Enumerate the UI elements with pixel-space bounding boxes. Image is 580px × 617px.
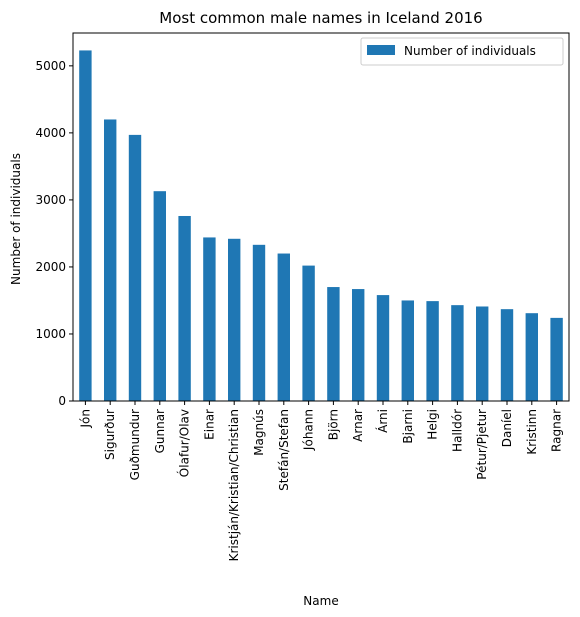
legend-box bbox=[360, 37, 564, 66]
bar-17 bbox=[500, 309, 514, 401]
bar-18 bbox=[525, 313, 538, 401]
bars-group bbox=[79, 50, 563, 402]
x-tick-label-19: Ragnar bbox=[550, 409, 564, 452]
legend-label: Number of individuals bbox=[404, 44, 536, 58]
x-axis-label: Name bbox=[303, 594, 338, 608]
plot-frame bbox=[72, 32, 570, 402]
y-tick-label-1: 1000 bbox=[35, 327, 66, 341]
bar-19 bbox=[550, 317, 563, 401]
x-tick-label-10: Björn bbox=[326, 409, 340, 440]
x-tick-label-2: Guðmundur bbox=[128, 409, 142, 480]
x-tick-label-17: Daníel bbox=[500, 409, 514, 447]
x-axis-ticks: Jón Sigurður Guðmundur Gunnar Ólafur/Olav Ein… bbox=[78, 401, 564, 561]
bar-4 bbox=[178, 215, 191, 401]
y-tick-label-0: 0 bbox=[58, 394, 66, 408]
bar-6 bbox=[228, 238, 241, 401]
x-tick-label-8: Stefán/Stefan bbox=[277, 409, 291, 491]
bar-7 bbox=[252, 244, 266, 401]
y-tick-label-2: 2000 bbox=[35, 260, 66, 274]
x-tick-label-3: Gunnar bbox=[153, 409, 167, 453]
chart-title: Most common male names in Iceland 2016 bbox=[159, 9, 482, 27]
x-tick-label-18: Kristinn bbox=[525, 409, 539, 455]
x-tick-label-11: Arnar bbox=[351, 409, 365, 442]
y-tick-label-5: 5000 bbox=[35, 59, 66, 73]
x-tick-label-9: Jóhann bbox=[302, 409, 316, 451]
x-tick-label-5: Einar bbox=[202, 409, 216, 440]
x-tick-label-7: Magnús bbox=[252, 409, 266, 456]
bar-15 bbox=[451, 305, 464, 401]
x-tick-label-13: Bjarni bbox=[401, 409, 415, 444]
bar-5 bbox=[203, 237, 216, 401]
x-tick-label-16: Pétur/Pjetur bbox=[475, 409, 489, 480]
x-tick-label-0: Jón bbox=[78, 409, 92, 429]
y-axis-label: Number of individuals bbox=[9, 153, 23, 285]
bar-2 bbox=[128, 134, 142, 401]
bar-3 bbox=[153, 191, 166, 401]
legend: Number of individuals bbox=[360, 37, 564, 66]
y-tick-label-3: 3000 bbox=[35, 193, 66, 207]
bar-13 bbox=[401, 300, 414, 401]
x-tick-label-12: Árni bbox=[375, 409, 390, 433]
x-tick-label-4: Ólafur/Olav bbox=[177, 409, 192, 477]
y-axis-ticks: 0 1000 2000 3000 4000 5000 bbox=[35, 59, 73, 408]
x-tick-label-6: Kristján/Kristian/Christian bbox=[227, 409, 241, 561]
x-tick-label-14: Helgi bbox=[426, 409, 440, 440]
bar-1 bbox=[104, 119, 117, 401]
legend-swatch bbox=[367, 45, 395, 55]
bar-14 bbox=[426, 301, 439, 401]
x-tick-label-1: Sigurður bbox=[103, 409, 117, 460]
bar-0 bbox=[79, 50, 92, 402]
bar-9 bbox=[302, 265, 315, 401]
x-tick-label-15: Halldór bbox=[450, 409, 464, 452]
bar-11 bbox=[352, 289, 365, 401]
bar-12 bbox=[376, 295, 390, 401]
bar-10 bbox=[327, 287, 340, 401]
bar-16 bbox=[476, 306, 489, 401]
bar-8 bbox=[277, 253, 290, 401]
y-tick-label-4: 4000 bbox=[35, 126, 66, 140]
